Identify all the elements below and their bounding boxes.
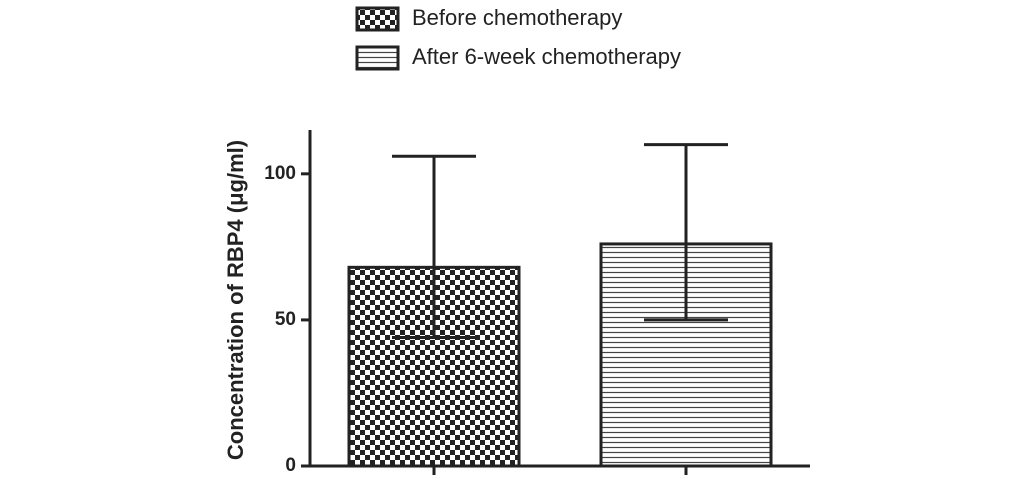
y-tick-label: 100 <box>264 163 296 184</box>
legend-label: Before chemotherapy <box>412 5 622 30</box>
legend-swatch <box>355 45 400 71</box>
legend-label: After 6-week chemotherapy <box>412 44 681 69</box>
legend-swatch <box>355 6 400 32</box>
y-tick-label: 50 <box>275 309 296 330</box>
y-tick-label: 0 <box>285 455 296 476</box>
y-axis-label: Concentration of RBP4 (μg/ml) <box>223 140 248 460</box>
